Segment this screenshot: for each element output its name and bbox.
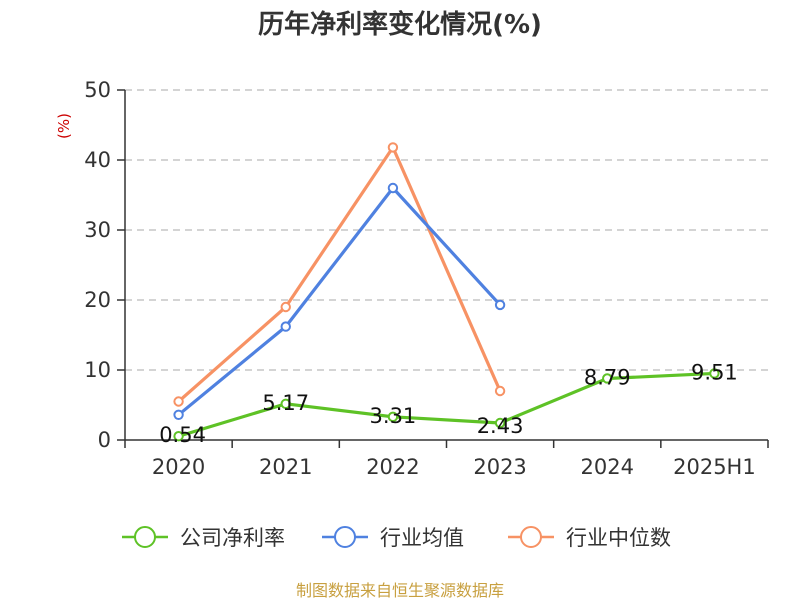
x-tick-label: 2023 [473, 455, 526, 479]
y-tick-label: 10 [84, 358, 111, 382]
series-point [280, 301, 291, 313]
series-point [280, 398, 291, 410]
legend-label: 行业均值 [380, 526, 464, 550]
legend-marker [520, 526, 542, 548]
series-line-2 [176, 145, 502, 404]
data-label: 9.51 [691, 360, 738, 384]
series-point [387, 182, 399, 194]
data-label: 5.17 [262, 391, 309, 415]
data-label: 2.43 [477, 414, 524, 438]
series-point [173, 431, 184, 442]
data-label: 8.79 [584, 365, 631, 389]
series-line-1 [176, 186, 502, 417]
series-line-0 [176, 371, 717, 438]
data-label: 0.54 [159, 423, 206, 447]
x-tick-label: 2020 [152, 455, 205, 479]
data-label: 3.31 [370, 404, 417, 428]
legend-item-1: 行业均值 [322, 526, 464, 550]
legend-label: 公司净利率 [180, 526, 285, 550]
legend: 公司净利率 行业均值 行业中位数 [122, 526, 671, 550]
y-tick-label: 50 [84, 78, 111, 102]
series-point [173, 409, 184, 420]
source-note: 制图数据来自恒生聚源数据库 [296, 581, 504, 600]
series-point [494, 385, 506, 397]
legend-label: 行业中位数 [566, 526, 671, 550]
legend-marker [134, 526, 156, 548]
series-point [173, 396, 184, 407]
legend-item-2: 行业中位数 [508, 526, 671, 550]
axes: 0 10 20 30 40 50 2020 2021 2022 2023 2024 2025H1 [84, 78, 769, 479]
chart-title: 历年净利率变化情况(%) [258, 9, 542, 40]
y-tick-label: 40 [84, 148, 111, 172]
series-lines [173, 142, 720, 442]
series-point [602, 373, 613, 384]
legend-marker [334, 526, 356, 548]
y-axis-unit-label: (%) [55, 113, 73, 139]
x-tick-label: 2021 [259, 455, 312, 479]
y-tick-label: 0 [98, 428, 111, 452]
data-labels: 0.54 5.17 3.31 2.43 8.79 9.51 [159, 360, 738, 447]
series-point [387, 142, 399, 153]
series-2 [173, 142, 506, 407]
x-tick-label: 2025H1 [673, 455, 756, 479]
series-point [494, 299, 506, 311]
series-point [709, 368, 720, 379]
y-tick-label: 30 [84, 218, 111, 242]
series-point [280, 321, 291, 332]
x-tick-label: 2024 [581, 455, 634, 479]
series-point [494, 417, 506, 429]
series-1 [173, 182, 506, 420]
series-point [387, 411, 399, 423]
legend-item-0: 公司净利率 [122, 526, 285, 550]
y-tick-label: 20 [84, 288, 111, 312]
grid-lines [125, 89, 768, 371]
x-tick-label: 2022 [366, 455, 419, 479]
series-0 [173, 368, 720, 442]
